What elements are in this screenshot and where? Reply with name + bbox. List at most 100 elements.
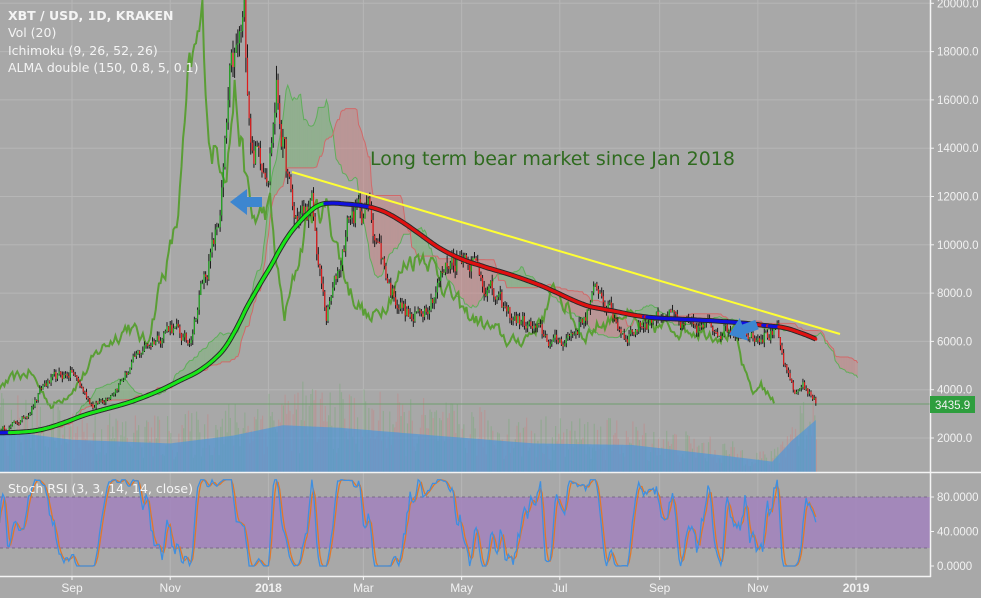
cloud-segment	[649, 305, 652, 317]
candle-body	[84, 391, 86, 393]
candle-body	[472, 257, 474, 263]
candle-body	[499, 291, 501, 294]
candle-body	[630, 329, 632, 335]
candle-body	[234, 52, 236, 68]
cloud-segment	[192, 357, 195, 376]
candle-body	[583, 317, 585, 323]
candle-body	[480, 274, 482, 278]
candle-body	[427, 311, 429, 314]
candles	[0, 0, 817, 434]
candle-body	[261, 163, 263, 173]
legend-symbol[interactable]: XBT / USD, 1D, KRAKEN	[8, 8, 173, 23]
candle-body	[684, 319, 687, 325]
candle-body	[651, 317, 653, 323]
candle-body	[8, 427, 10, 432]
candle-body	[205, 274, 207, 278]
candle-body	[240, 31, 242, 33]
price-axis[interactable]: 20000.0 18000.0 16000.0 14000.0 12000.0 10000…	[930, 0, 979, 445]
cloud-segment	[99, 387, 101, 402]
candle-body	[412, 319, 414, 322]
cloud-segment	[498, 274, 501, 281]
legend-volume[interactable]: Vol (20)	[8, 25, 56, 40]
candle-body	[601, 292, 603, 297]
cloud-segment	[355, 108, 357, 179]
legend-stoch-rsi[interactable]: Stoch RSI (3, 3, 14, 14, close)	[8, 481, 193, 496]
candle-body	[812, 395, 814, 400]
cloud-segment	[390, 195, 393, 254]
cloud-segment	[389, 195, 391, 255]
candle-body	[681, 323, 683, 328]
candle-body	[329, 300, 331, 308]
price-tick-label: 20000.0	[937, 0, 979, 10]
candle-body	[808, 391, 810, 394]
candle-body	[50, 377, 52, 383]
stoch-axis[interactable]: 80.0000 40.0000 0.0000	[930, 492, 979, 573]
candle-body	[60, 371, 62, 375]
candle-body	[374, 235, 376, 241]
candle-body	[800, 386, 802, 389]
cloud-segment	[78, 409, 81, 416]
candle-body	[111, 394, 113, 396]
cloud-segment	[278, 138, 280, 191]
candle-body	[200, 283, 202, 295]
candle-body	[196, 309, 199, 320]
candle-body	[335, 275, 337, 280]
candle-body	[92, 404, 94, 409]
candle-body	[792, 382, 794, 390]
candle-body	[675, 311, 677, 315]
arrow-icon[interactable]	[230, 189, 262, 215]
candle-body	[564, 343, 566, 347]
annotation-text[interactable]: Long term bear market since Jan 2018	[370, 148, 735, 170]
candle-body	[47, 380, 49, 387]
cloud-segment	[356, 109, 359, 194]
candle-body	[433, 297, 435, 303]
cloud-segment	[461, 259, 464, 299]
candle-body	[594, 283, 596, 287]
cloud-segment	[324, 99, 327, 142]
candle-body	[208, 261, 210, 280]
cloud-segment	[817, 330, 820, 336]
stoch-rsi-band	[0, 497, 930, 548]
candle-body	[341, 249, 344, 266]
candle-body	[697, 326, 699, 333]
candle-body	[110, 395, 112, 400]
candle-body	[319, 264, 321, 269]
candle-body	[396, 305, 398, 309]
candle-body	[613, 318, 616, 320]
candle-body	[81, 385, 83, 388]
candle-body	[576, 331, 579, 335]
candle-body	[179, 326, 181, 334]
candle-body	[454, 265, 456, 272]
candle-body	[768, 337, 770, 341]
cloud-segment	[825, 340, 828, 344]
trendline[interactable]	[291, 171, 841, 335]
cloud-segment	[316, 107, 319, 167]
time-axis[interactable]: Sep Nov 2018 Mar May Jul Sep Nov 2019	[61, 576, 870, 595]
arrow-icon[interactable]	[725, 313, 761, 346]
legend-alma[interactable]: ALMA double (150, 0.8, 5, 0.1)	[8, 60, 199, 75]
candle-body	[523, 316, 526, 326]
cloud-segment	[474, 259, 477, 308]
candle-body	[316, 230, 318, 255]
candle-body	[560, 339, 563, 345]
candle-body	[696, 325, 698, 333]
candle-body	[795, 391, 798, 394]
candle-body	[353, 211, 355, 224]
candle-body	[40, 388, 43, 390]
candle-body	[346, 217, 348, 237]
candle-body	[496, 297, 498, 300]
candle-body	[717, 332, 719, 337]
candle-body	[552, 337, 554, 342]
candle-body	[127, 372, 129, 375]
candle-body	[750, 332, 753, 338]
candle-body	[348, 217, 350, 220]
candle-body	[3, 426, 5, 430]
candle-body	[382, 258, 384, 260]
cloud-segment	[508, 273, 510, 288]
candle-body	[625, 338, 627, 340]
candle-body	[237, 43, 239, 45]
cloud-segment	[292, 97, 295, 168]
candle-body	[93, 407, 96, 409]
legend-ichimoku[interactable]: Ichimoku (9, 26, 52, 26)	[8, 43, 158, 58]
